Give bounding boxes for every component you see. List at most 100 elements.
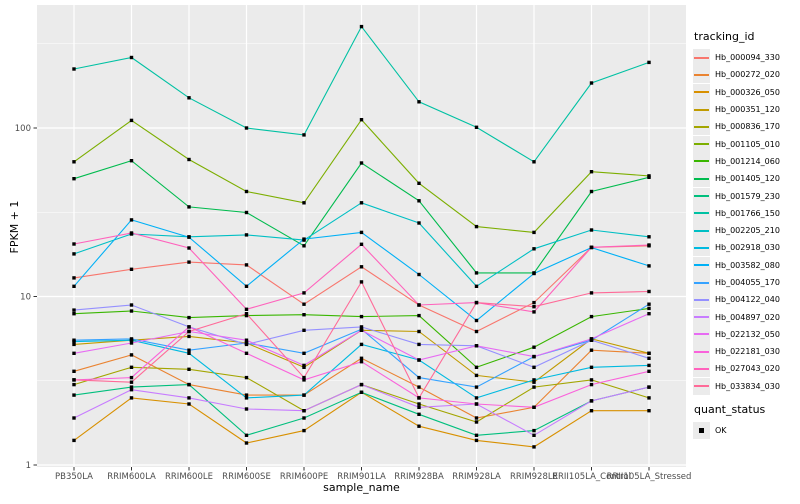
data-point	[302, 416, 306, 420]
legend-item-Hb_000836_170: Hb_000836_170	[693, 118, 799, 136]
data-point	[474, 344, 479, 348]
data-point	[589, 399, 594, 403]
y-axis-title: FPKM + 1	[8, 200, 21, 254]
line-swatch-icon	[694, 246, 709, 249]
data-point	[244, 441, 249, 445]
data-point	[647, 369, 651, 373]
legend-item-label: Hb_033834_030	[715, 381, 780, 391]
y-tick-label: 100	[15, 124, 31, 134]
line-swatch-icon	[694, 316, 709, 319]
data-point	[187, 235, 191, 239]
data-point	[417, 329, 421, 334]
legend-item-label: Hb_022132_050	[715, 329, 780, 339]
data-point	[474, 433, 479, 437]
line-swatch-icon	[694, 177, 709, 180]
legend-item-Hb_022181_030: Hb_022181_030	[693, 343, 799, 361]
data-point	[647, 175, 651, 179]
data-point	[244, 210, 249, 215]
data-point	[417, 375, 421, 380]
data-point	[187, 96, 191, 100]
legend-item-Hb_002205_210: Hb_002205_210	[693, 222, 799, 240]
data-point	[589, 378, 594, 382]
legend-item-ok: OK	[693, 422, 799, 440]
x-tick-label: PB350LA	[55, 472, 93, 482]
data-point	[244, 351, 249, 355]
data-point	[532, 365, 536, 369]
legend-key	[693, 360, 710, 378]
data-point	[417, 221, 421, 225]
data-point	[532, 385, 536, 389]
data-point	[647, 396, 651, 400]
legend-key	[693, 49, 710, 67]
data-point	[359, 265, 364, 269]
data-point	[647, 312, 651, 316]
legend-item-label: Hb_027043_020	[715, 364, 780, 374]
data-point	[72, 393, 76, 397]
legend-key	[693, 325, 710, 343]
data-point	[359, 230, 364, 235]
data-point	[244, 284, 249, 288]
legend-key	[693, 170, 710, 188]
legend-item-label: Hb_001214_060	[715, 156, 780, 166]
data-point	[417, 199, 421, 203]
data-point	[129, 55, 134, 60]
data-point	[647, 264, 651, 268]
data-point	[129, 309, 134, 313]
line-swatch-icon	[694, 229, 709, 232]
data-point	[129, 375, 134, 380]
legend-title-quant-status: quant_status	[694, 402, 766, 416]
data-point	[417, 402, 421, 406]
line-swatch-icon	[694, 367, 709, 370]
data-point	[359, 201, 364, 205]
data-point	[474, 438, 479, 443]
data-point	[244, 313, 249, 318]
data-point	[129, 341, 134, 345]
data-point	[302, 201, 306, 205]
legend-key	[693, 152, 710, 170]
data-point	[359, 325, 364, 329]
data-point	[417, 405, 421, 409]
data-point	[302, 363, 306, 368]
data-point	[359, 390, 364, 394]
data-point	[302, 244, 306, 248]
data-point	[532, 160, 536, 164]
data-point	[302, 365, 306, 369]
data-point	[129, 380, 134, 384]
legend-key	[693, 118, 710, 136]
data-point	[474, 284, 479, 288]
line-swatch-icon	[694, 350, 709, 353]
legend-item-label: Hb_003582_080	[715, 260, 780, 270]
data-point	[532, 354, 536, 359]
data-point	[187, 334, 191, 339]
data-point	[359, 24, 364, 29]
data-point	[244, 189, 249, 194]
line-swatch-icon	[694, 333, 709, 336]
data-point	[72, 342, 76, 347]
data-point	[417, 303, 421, 307]
data-point	[647, 289, 651, 294]
data-point	[589, 409, 594, 413]
legend-item-Hb_000272_020: Hb_000272_020	[693, 66, 799, 84]
data-point	[532, 247, 536, 251]
data-point	[532, 433, 536, 437]
line-swatch-icon	[694, 212, 709, 215]
data-point	[359, 242, 364, 246]
legend-item-label: Hb_002918_030	[715, 243, 780, 253]
data-point	[647, 302, 651, 306]
data-point	[474, 125, 479, 129]
legend-item-label: Hb_000836_170	[715, 122, 780, 132]
data-point	[302, 428, 306, 433]
legend-key	[693, 135, 710, 153]
data-point	[474, 224, 479, 229]
data-point	[359, 328, 364, 332]
data-point	[532, 378, 536, 382]
data-point	[417, 358, 421, 362]
line-swatch-icon	[694, 91, 709, 94]
data-point	[647, 306, 651, 311]
data-point	[417, 181, 421, 185]
legend-key	[693, 377, 710, 395]
data-point	[417, 412, 421, 416]
data-point	[72, 160, 76, 164]
data-point	[359, 382, 364, 387]
